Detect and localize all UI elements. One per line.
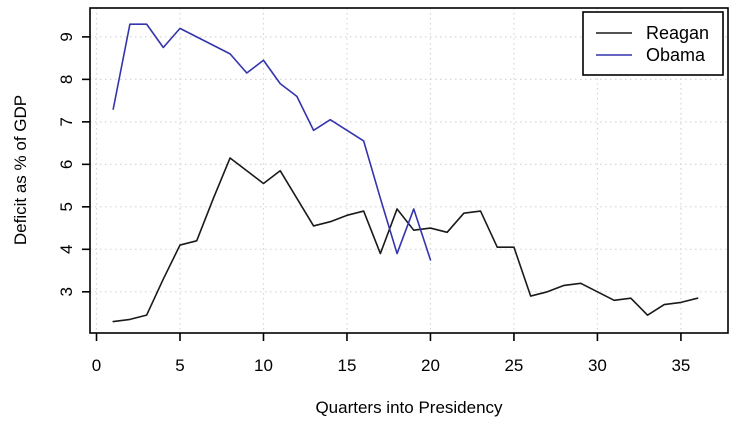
legend-label-obama: Obama bbox=[646, 45, 706, 65]
y-tick-label: 3 bbox=[57, 287, 76, 296]
y-tick-label: 6 bbox=[57, 160, 76, 169]
x-axis-label: Quarters into Presidency bbox=[315, 398, 503, 417]
x-tick-label: 10 bbox=[254, 356, 273, 375]
y-axis-label: Deficit as % of GDP bbox=[11, 95, 30, 245]
legend-box bbox=[582, 11, 724, 76]
x-tick-label: 15 bbox=[338, 356, 357, 375]
x-tick-label: 0 bbox=[92, 356, 101, 375]
y-tick-label: 9 bbox=[57, 32, 76, 41]
y-tick-label: 8 bbox=[57, 75, 76, 84]
legend: Reagan Obama bbox=[582, 11, 724, 76]
y-tick-label: 7 bbox=[57, 117, 76, 126]
x-tick-label: 25 bbox=[504, 356, 523, 375]
x-tick-label: 5 bbox=[175, 356, 184, 375]
x-tick-label: 35 bbox=[671, 356, 690, 375]
y-tick-label: 5 bbox=[57, 202, 76, 211]
x-tick-label: 30 bbox=[588, 356, 607, 375]
legend-label-reagan: Reagan bbox=[646, 23, 709, 43]
x-axis: 0 5 10 15 20 25 30 35 bbox=[92, 333, 690, 375]
gridlines bbox=[90, 8, 728, 333]
plot-box bbox=[89, 7, 729, 334]
y-axis: 3 4 5 6 7 8 9 bbox=[57, 32, 90, 297]
series-line-obama bbox=[112, 23, 432, 261]
y-tick-label: 4 bbox=[57, 245, 76, 254]
x-tick-label: 20 bbox=[421, 356, 440, 375]
series-line-reagan bbox=[112, 157, 699, 323]
